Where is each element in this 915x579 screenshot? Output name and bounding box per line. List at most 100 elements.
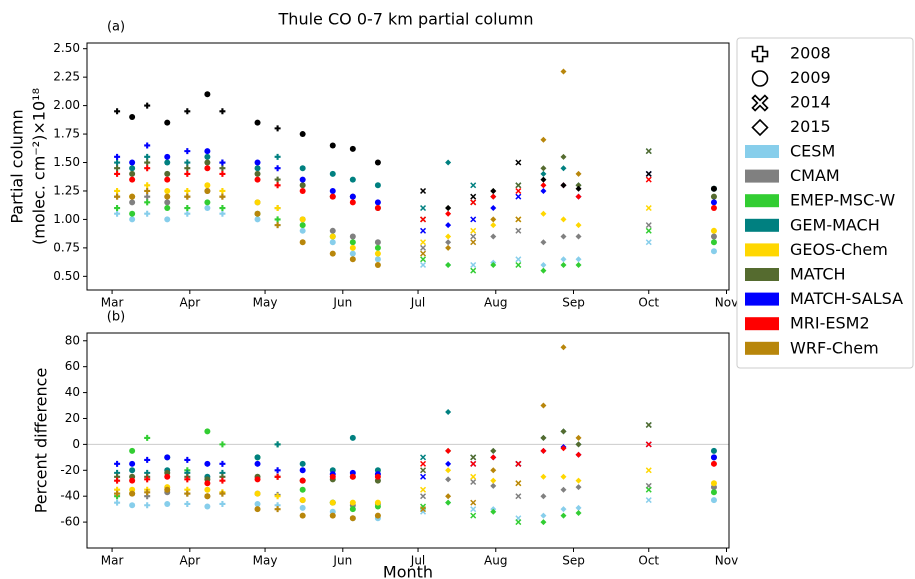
data-point <box>129 447 136 454</box>
data-point <box>164 170 171 177</box>
legend-marker <box>751 118 769 137</box>
data-point <box>219 205 226 212</box>
data-point <box>470 193 477 200</box>
data-point <box>420 216 427 223</box>
legend-swatch <box>745 218 779 232</box>
y-tick-label: -40 <box>60 489 80 503</box>
y-tick-label: 60 <box>65 359 80 373</box>
legend-label: CESM <box>790 142 835 161</box>
data-point <box>560 261 567 268</box>
data-point <box>540 136 547 143</box>
data-point <box>445 210 452 217</box>
legend-frame <box>736 37 914 369</box>
data-point <box>204 153 211 160</box>
data-point <box>575 504 582 511</box>
data-point <box>254 119 261 126</box>
data-point <box>470 473 477 480</box>
data-point <box>470 182 477 189</box>
data-point <box>445 261 452 268</box>
data-point <box>184 205 191 212</box>
data-point <box>204 199 211 206</box>
data-point <box>420 244 427 251</box>
data-point <box>129 460 136 467</box>
data-point <box>299 467 306 474</box>
data-point <box>560 445 567 452</box>
data-point <box>144 456 151 463</box>
legend-label: WRF-Chem <box>790 338 879 357</box>
data-point <box>374 159 381 166</box>
data-point <box>540 519 547 526</box>
data-point <box>645 148 652 155</box>
data-point <box>470 506 477 513</box>
data-point <box>164 486 171 493</box>
legend-label: GEM-MACH <box>790 215 880 234</box>
legend-label: 2014 <box>790 93 831 112</box>
data-point <box>299 187 306 194</box>
data-point <box>219 473 226 480</box>
data-point <box>164 176 171 183</box>
data-point <box>575 182 582 189</box>
data-point <box>560 182 567 189</box>
data-point <box>274 467 281 474</box>
data-point <box>204 165 211 172</box>
data-point <box>540 182 547 189</box>
data-point <box>219 193 226 200</box>
data-point <box>184 486 191 493</box>
x-tick-label: Nov <box>715 296 738 310</box>
y-tick-label: 1.75 <box>53 127 80 141</box>
data-point <box>254 199 261 206</box>
data-point <box>349 250 356 257</box>
legend-label: CMAM <box>790 166 840 185</box>
plot-area <box>114 344 717 526</box>
data-point <box>420 261 427 268</box>
data-point <box>114 460 121 467</box>
data-point <box>114 486 121 493</box>
data-point <box>490 482 497 489</box>
x-tick-label: Oct <box>638 554 659 568</box>
data-point <box>274 153 281 160</box>
data-point <box>540 434 547 441</box>
data-point <box>144 469 151 476</box>
data-point <box>645 486 652 493</box>
data-point <box>560 233 567 240</box>
data-point <box>575 185 582 192</box>
x-axis-label: Month <box>383 563 433 579</box>
data-point <box>144 187 151 194</box>
data-point <box>445 205 452 212</box>
data-point <box>540 165 547 172</box>
y-tick-label: 1.00 <box>53 212 80 226</box>
data-point <box>420 454 427 461</box>
data-point <box>420 467 427 474</box>
data-point <box>540 402 547 409</box>
x-tick-label: Sep <box>562 554 585 568</box>
y-tick-label: 0.50 <box>53 269 80 283</box>
data-point <box>274 502 281 509</box>
data-point <box>490 454 497 461</box>
data-point <box>184 108 191 115</box>
data-point <box>445 159 452 166</box>
data-point <box>420 473 427 480</box>
x-tick-label: Apr <box>179 554 200 568</box>
data-point <box>374 239 381 246</box>
data-point <box>184 469 191 476</box>
data-point <box>560 68 567 75</box>
data-point <box>374 199 381 206</box>
data-point <box>164 454 171 461</box>
data-point <box>540 210 547 217</box>
data-point <box>540 447 547 454</box>
data-point <box>710 185 717 192</box>
data-point <box>114 159 121 166</box>
legend-label: MRI-ESM2 <box>790 314 870 333</box>
x-tick-label: Nov <box>715 554 738 568</box>
data-point <box>164 119 171 126</box>
x-tick-label: Mar <box>101 554 124 568</box>
data-point <box>575 484 582 491</box>
data-point <box>349 256 356 263</box>
data-point <box>129 467 136 474</box>
data-point <box>420 506 427 513</box>
x-tick-label: Sep <box>562 296 585 310</box>
data-point <box>329 193 336 200</box>
data-point <box>254 490 261 497</box>
data-point <box>274 473 281 480</box>
data-point <box>144 476 151 483</box>
